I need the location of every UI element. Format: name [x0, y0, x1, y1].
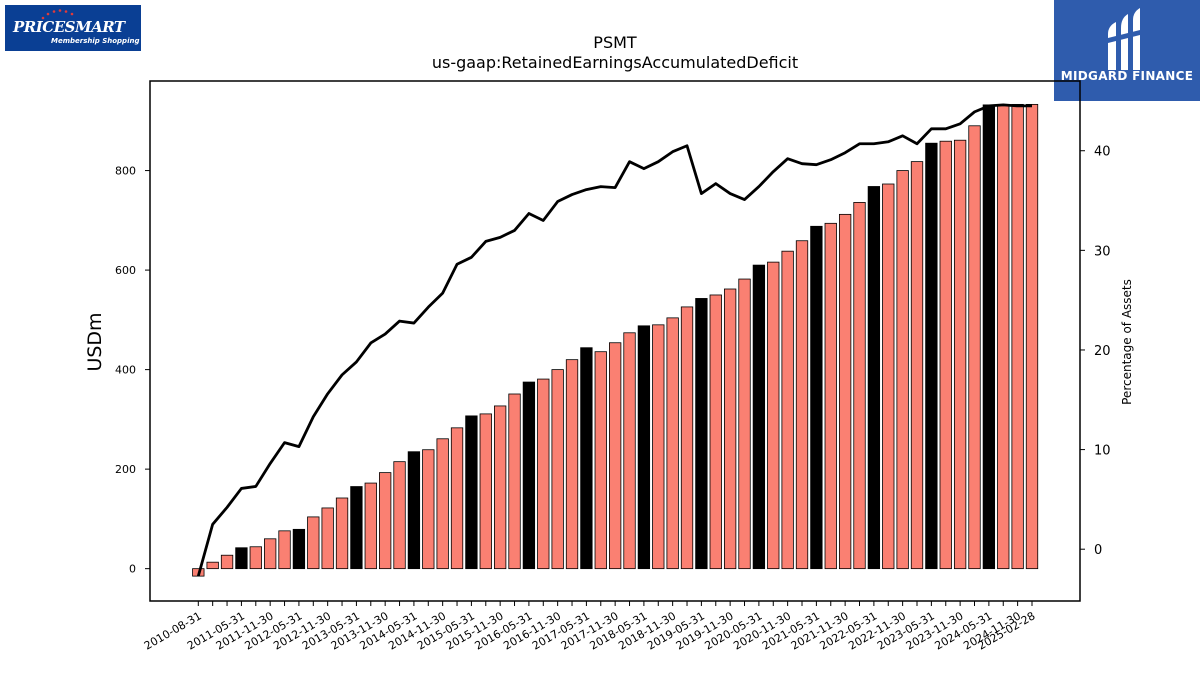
- bar-2014-11-30: [436, 438, 449, 570]
- bar-2018-02-28: [623, 332, 636, 570]
- bar-2015-11-30: [494, 405, 507, 570]
- bar-2020-02-29: [738, 278, 751, 570]
- left-logo-tagline: Membership Shopping: [51, 37, 140, 45]
- y-tick-label: 0: [129, 563, 136, 576]
- bar-2014-02-28: [393, 461, 406, 570]
- bar-2023-05-31: [925, 142, 938, 570]
- y2-tick-label: 10: [1094, 444, 1111, 459]
- bar-2020-05-31: [752, 264, 766, 570]
- y2-axis-label: Percentage of Assets: [1120, 279, 1134, 405]
- bar-2012-08-31: [307, 516, 320, 570]
- pricesmart-logo: PRICESMART Membership Shopping: [5, 5, 141, 51]
- bar-2023-08-31: [939, 140, 952, 570]
- bar-2016-02-29: [508, 393, 521, 570]
- bar-2017-02-28: [565, 359, 579, 570]
- bar-2012-05-31: [292, 528, 306, 570]
- bar-2012-02-29: [278, 530, 291, 570]
- bar-2017-08-31: [594, 351, 607, 570]
- bar-2013-11-30: [379, 472, 392, 570]
- y2-tick-label: 30: [1094, 244, 1111, 259]
- midgard-finance-logo: MIDGARD FINANCE: [1054, 0, 1200, 101]
- percentage-line-series: [196, 103, 1033, 577]
- bar-2024-02-29: [968, 125, 981, 570]
- y-tick-label: 800: [115, 165, 136, 178]
- chart-axes: 02004006008000102030402010-08-312011-05-…: [115, 80, 1111, 653]
- left-logo-brand: PRICESMART: [13, 18, 125, 36]
- y2-tick-label: 40: [1094, 145, 1111, 160]
- bar-2017-05-31: [580, 347, 593, 570]
- brand-dots-icon: [41, 9, 74, 20]
- bar-2021-11-30: [838, 213, 852, 570]
- bar-2021-08-31: [824, 222, 837, 570]
- bar-2022-08-31: [882, 183, 895, 570]
- bar-2021-05-31: [810, 225, 823, 570]
- bar-2014-08-31: [422, 449, 435, 570]
- bar-2025-02-28: [1025, 103, 1039, 570]
- bar-2014-05-31: [407, 451, 421, 570]
- bar-series: [192, 103, 1039, 577]
- bar-2013-08-31: [364, 482, 377, 570]
- bar-2016-08-31: [537, 378, 550, 570]
- bar-2023-02-28: [910, 161, 924, 570]
- bar-2013-05-31: [350, 486, 363, 570]
- chart-subtitle: us-gaap:RetainedEarningsAccumulatedDefic…: [432, 53, 798, 72]
- bar-2015-05-31: [465, 415, 478, 570]
- chart-title: PSMT: [593, 33, 637, 52]
- bar-2018-08-31: [652, 324, 665, 570]
- bar-2013-02-28: [335, 497, 349, 570]
- bar-2020-08-31: [767, 261, 780, 570]
- bar-2018-05-31: [637, 325, 651, 570]
- bar-2012-11-30: [321, 507, 334, 570]
- bar-2011-05-31: [235, 547, 248, 570]
- bar-2022-11-30: [896, 170, 909, 570]
- y-tick-label: 600: [115, 264, 136, 277]
- bar-2015-02-28: [450, 427, 464, 570]
- bar-2017-11-30: [609, 342, 622, 570]
- bar-2021-02-28: [795, 240, 809, 570]
- y-tick-label: 400: [115, 364, 136, 377]
- bar-2019-02-28: [680, 306, 694, 570]
- midgard-mark-icon: [1108, 8, 1140, 70]
- y2-tick-label: 0: [1094, 543, 1102, 558]
- right-logo-brand: MIDGARD FINANCE: [1060, 69, 1194, 83]
- bar-2022-02-28: [853, 202, 866, 570]
- bar-2018-11-30: [666, 317, 679, 570]
- bar-2011-02-28: [220, 554, 234, 570]
- bar-2023-11-30: [953, 139, 967, 570]
- bar-2016-11-30: [551, 369, 564, 570]
- bar-2011-08-31: [249, 546, 262, 570]
- y-tick-label: 200: [115, 463, 136, 476]
- y2-tick-label: 20: [1094, 344, 1111, 359]
- bar-2016-05-31: [522, 381, 536, 570]
- bar-2015-08-31: [479, 413, 492, 570]
- bar-2024-08-31: [997, 104, 1010, 570]
- bar-2010-11-30: [206, 561, 219, 570]
- bar-2024-11-30: [1011, 103, 1024, 570]
- bar-2019-11-30: [723, 288, 737, 570]
- bar-2024-05-31: [982, 104, 996, 570]
- bar-2020-11-30: [781, 250, 794, 570]
- bar-2019-05-31: [695, 298, 708, 570]
- bar-2019-08-31: [709, 294, 722, 570]
- bar-2022-05-31: [867, 186, 881, 570]
- y-axis-label: USDm: [84, 312, 106, 371]
- bar-2011-11-30: [264, 538, 277, 570]
